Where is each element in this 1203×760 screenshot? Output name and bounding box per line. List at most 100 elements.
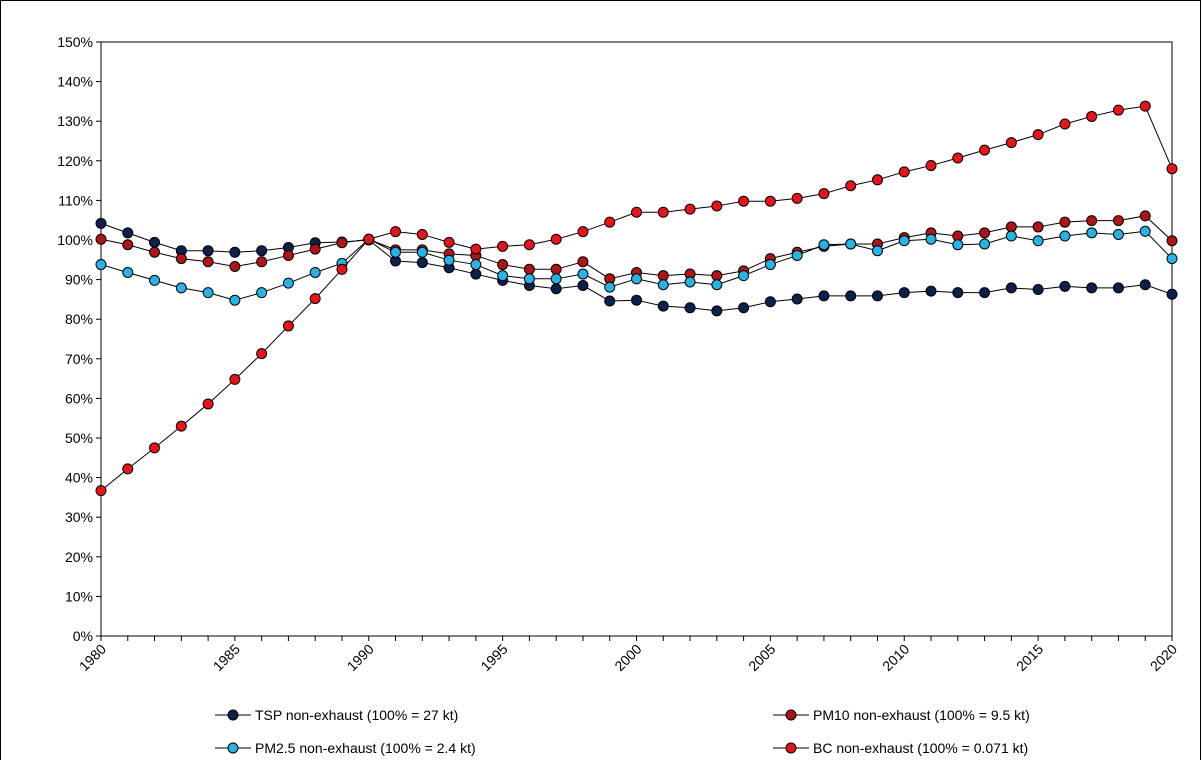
legend-item: BC non-exhaust (100% = 0.071 kt)	[773, 740, 1028, 756]
data-point	[631, 294, 642, 306]
data-point	[256, 245, 268, 257]
data-point	[845, 180, 857, 192]
data-point	[1166, 235, 1178, 247]
data-point	[979, 144, 991, 156]
data-point	[604, 281, 616, 293]
data-point	[1005, 282, 1017, 294]
data-point	[122, 239, 134, 251]
data-point	[390, 246, 402, 258]
data-point	[1166, 288, 1178, 300]
y-tick-label: 0%	[73, 628, 93, 644]
y-tick-label: 70%	[65, 351, 93, 367]
x-tick-label: 2010	[879, 641, 912, 674]
data-point	[1139, 279, 1151, 291]
y-tick-label: 150%	[57, 34, 93, 50]
legend-marker	[227, 709, 239, 721]
data-point	[1139, 100, 1151, 112]
data-point	[1005, 230, 1017, 242]
series-layer	[95, 100, 1178, 497]
data-point	[122, 463, 134, 475]
legend-label: PM2.5 non-exhaust (100% = 2.4 kt)	[255, 740, 476, 756]
data-point	[925, 233, 937, 245]
data-point	[979, 227, 991, 239]
data-point	[1059, 118, 1071, 130]
x-tick-label: 2000	[611, 641, 644, 674]
data-point	[791, 249, 803, 261]
data-point	[95, 259, 107, 271]
data-point	[550, 273, 562, 285]
data-point	[1139, 225, 1151, 237]
y-tick-label: 50%	[65, 430, 93, 446]
data-point	[256, 256, 268, 268]
data-point	[282, 249, 294, 261]
data-point	[711, 279, 723, 291]
data-point	[711, 305, 723, 317]
legend-item: PM10 non-exhaust (100% = 9.5 kt)	[773, 707, 1030, 723]
data-point	[282, 320, 294, 332]
data-point	[416, 246, 428, 258]
data-point	[925, 285, 937, 297]
data-point	[95, 217, 107, 229]
data-point	[202, 256, 214, 268]
data-point	[657, 279, 669, 291]
data-point	[523, 239, 535, 251]
data-point	[175, 253, 187, 265]
data-point	[282, 277, 294, 289]
data-point	[149, 442, 161, 454]
x-tick-label: 1995	[477, 641, 510, 674]
data-point	[1139, 210, 1151, 222]
data-point	[550, 263, 562, 275]
data-point	[229, 246, 241, 258]
data-point	[309, 243, 321, 255]
data-point	[604, 216, 616, 228]
x-tick-label: 2020	[1147, 641, 1180, 674]
data-point	[898, 166, 910, 178]
data-point	[684, 276, 696, 288]
plot-area	[100, 41, 1173, 637]
data-point	[149, 246, 161, 258]
data-point	[764, 195, 776, 207]
legend-marker	[785, 742, 797, 754]
data-point	[1032, 284, 1044, 295]
data-point	[684, 203, 696, 215]
x-tick-label: 1990	[344, 641, 377, 674]
legend-marker	[785, 709, 797, 721]
data-point	[416, 257, 428, 269]
data-point	[497, 259, 509, 271]
data-point	[550, 233, 562, 245]
y-tick-label: 130%	[57, 113, 93, 129]
data-point	[470, 259, 482, 271]
data-point	[764, 296, 776, 308]
data-point	[309, 293, 321, 305]
data-point	[1086, 215, 1098, 227]
y-tick-label: 60%	[65, 390, 93, 406]
data-point	[577, 226, 589, 238]
data-point	[818, 188, 830, 200]
data-point	[229, 261, 241, 273]
data-point	[390, 226, 402, 238]
y-tick-label: 10%	[65, 588, 93, 604]
data-point	[791, 192, 803, 204]
data-point	[791, 293, 803, 305]
y-tick-label: 90%	[65, 272, 93, 288]
data-point	[1059, 230, 1071, 242]
data-point	[1032, 221, 1044, 233]
data-point	[979, 287, 991, 299]
data-point	[577, 268, 589, 280]
data-point	[122, 266, 134, 278]
y-tick-label: 40%	[65, 470, 93, 486]
data-point	[631, 206, 642, 218]
data-point	[898, 287, 910, 299]
data-point	[1005, 221, 1017, 233]
data-point	[1086, 110, 1098, 122]
data-point	[952, 152, 964, 164]
data-point	[871, 290, 883, 302]
data-point	[256, 348, 268, 360]
data-point	[952, 287, 964, 299]
data-point	[1112, 282, 1124, 294]
data-point	[256, 287, 268, 299]
data-point	[443, 254, 455, 266]
data-point	[336, 237, 348, 249]
data-point	[309, 266, 321, 278]
y-tick-label: 80%	[65, 311, 93, 327]
